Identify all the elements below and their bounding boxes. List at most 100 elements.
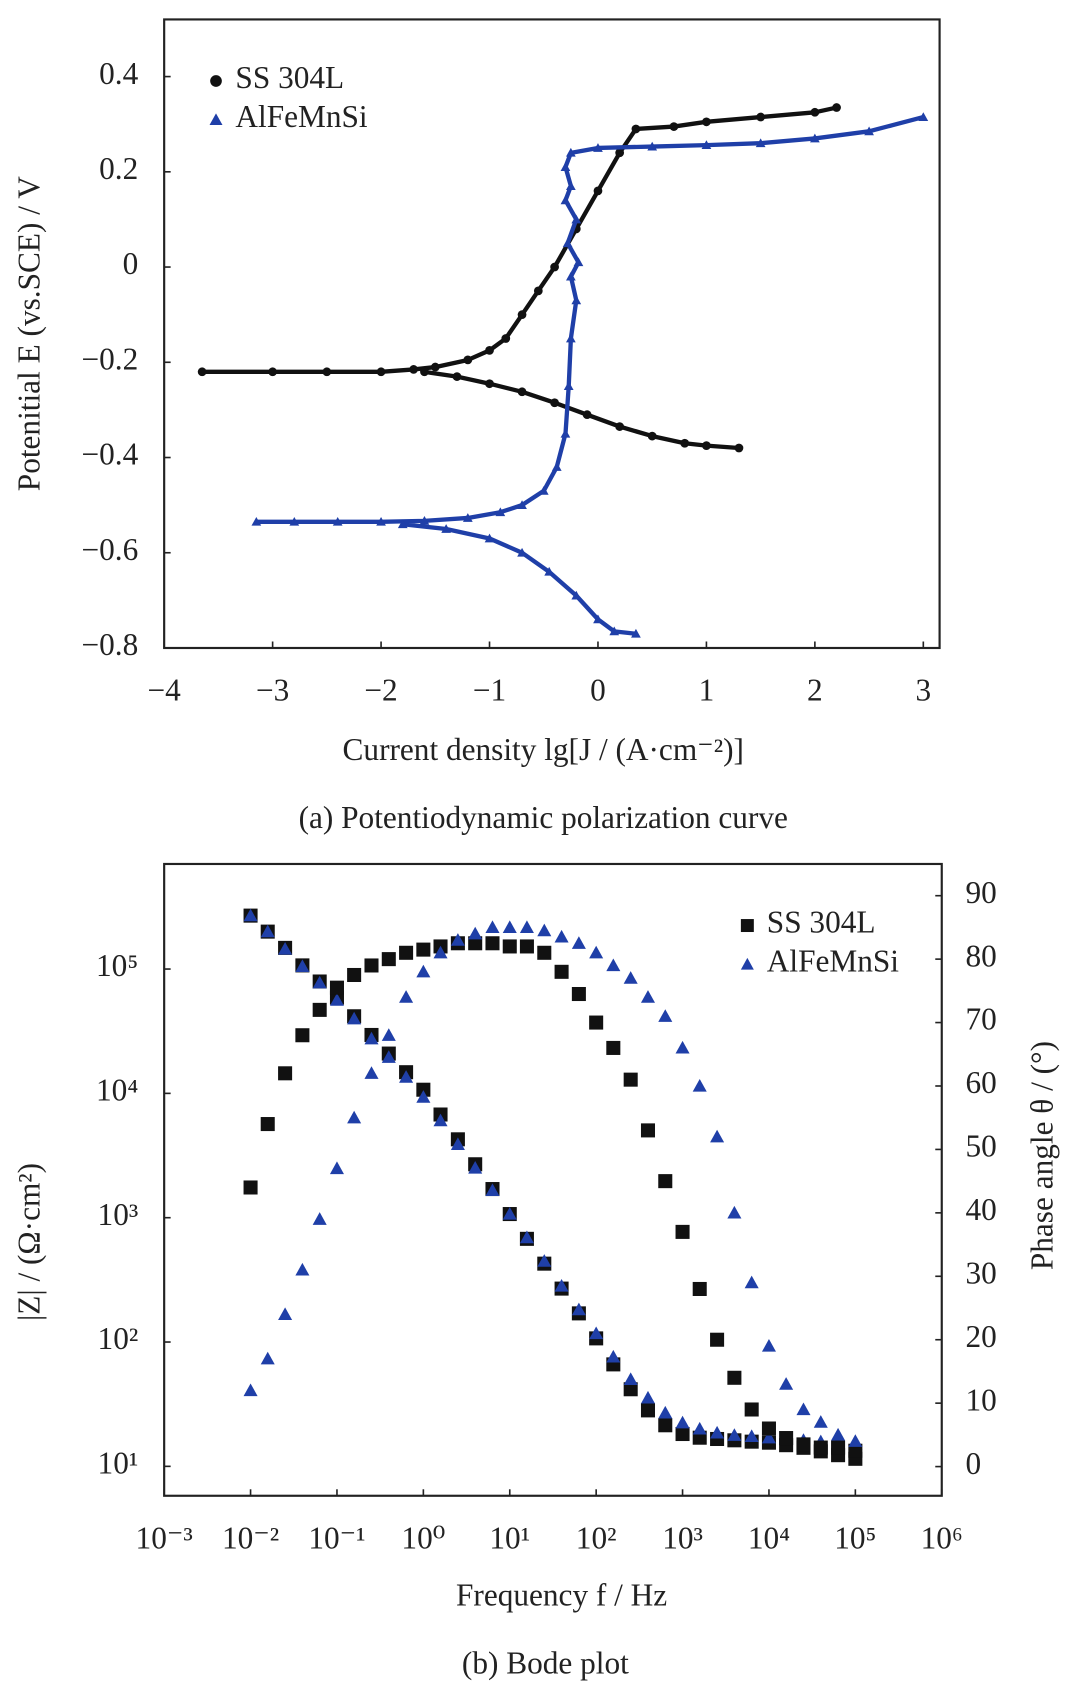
data-point <box>364 958 379 973</box>
x-tick-label: 10⁵ <box>834 1520 876 1555</box>
x-tick-label: −1 <box>473 673 506 708</box>
data-point <box>571 214 582 224</box>
data-point <box>450 933 465 946</box>
data-point <box>332 516 343 526</box>
y-axis-label: Potenitial E (vs.SCE) / V <box>12 176 47 491</box>
data-point <box>831 1440 846 1455</box>
data-point <box>468 936 483 951</box>
data-point <box>582 410 592 420</box>
data-point <box>416 1082 431 1097</box>
data-point <box>623 971 638 984</box>
legend-label: SS 304L <box>235 60 344 95</box>
data-point <box>658 1418 673 1433</box>
data-point <box>658 1405 673 1419</box>
y-tick-label: −0.4 <box>81 437 138 472</box>
data-point <box>563 381 574 390</box>
data-point <box>364 1031 379 1045</box>
data-point <box>647 431 657 441</box>
data-point <box>364 1066 379 1079</box>
data-point <box>347 967 362 983</box>
y2-axis-label: Phase angle θ / (°) <box>1025 1041 1060 1270</box>
data-point <box>554 929 569 943</box>
data-point <box>533 286 543 296</box>
x-tick-label: 1 <box>699 673 715 708</box>
data-point <box>562 238 573 248</box>
data-point <box>744 1429 759 1443</box>
data-point <box>675 1415 690 1429</box>
data-point <box>702 441 711 450</box>
data-point <box>502 939 517 954</box>
data-point <box>727 1428 742 1441</box>
data-point <box>501 334 511 343</box>
data-point <box>571 936 586 949</box>
x-tick-label: 10⁻³ <box>136 1520 193 1555</box>
data-point <box>606 958 621 972</box>
data-point <box>397 519 408 529</box>
data-point <box>779 1377 794 1390</box>
data-point <box>502 920 517 934</box>
data-point <box>832 103 841 112</box>
x-tick-label: 10¹ <box>489 1520 530 1555</box>
y2-tick-label: 10 <box>966 1382 997 1417</box>
data-point <box>517 547 527 557</box>
data-point <box>278 941 293 955</box>
data-point <box>329 1161 344 1175</box>
data-point <box>251 516 262 526</box>
legend-label: AlFeMnSi <box>767 944 899 979</box>
data-point <box>468 1160 483 1174</box>
data-point <box>810 133 820 143</box>
data-point <box>640 990 656 1003</box>
data-point <box>589 945 604 959</box>
data-point <box>606 1349 621 1363</box>
data-point <box>260 924 275 938</box>
data-point <box>295 1028 310 1043</box>
x-axis-label: Frequency f / Hz <box>456 1578 667 1613</box>
data-point <box>430 362 440 372</box>
data-point <box>647 141 658 151</box>
data-point <box>631 628 641 638</box>
y-tick-label: −0.2 <box>81 341 138 376</box>
data-point <box>517 500 527 510</box>
data-point <box>381 1028 396 1041</box>
data-point <box>727 1370 742 1385</box>
y-tick-label: −0.8 <box>81 627 138 662</box>
data-point <box>433 945 448 959</box>
data-point <box>416 942 431 957</box>
data-point <box>295 1262 310 1276</box>
data-point <box>519 920 534 934</box>
data-point <box>779 1431 794 1446</box>
data-point <box>537 923 552 937</box>
data-point <box>680 438 690 448</box>
data-point <box>623 1072 638 1087</box>
data-point <box>376 516 386 526</box>
data-point <box>565 147 576 157</box>
y2-tick-label: 50 <box>966 1129 997 1164</box>
y2-tick-label: 90 <box>966 875 997 910</box>
data-point <box>485 379 494 389</box>
y-tick-label: 10² <box>98 1321 139 1356</box>
data-point <box>796 1437 811 1452</box>
data-point <box>554 1279 569 1292</box>
data-point <box>554 964 569 979</box>
data-point <box>658 1174 673 1189</box>
data-point <box>462 513 473 522</box>
data-point <box>606 1040 621 1055</box>
data-point <box>517 310 527 320</box>
data-point <box>831 1427 846 1441</box>
data-point <box>848 1443 863 1458</box>
data-point <box>399 945 414 960</box>
data-point <box>692 1281 707 1296</box>
data-point <box>631 124 641 134</box>
caption: (a) Potentiodynamic polarization curve <box>299 800 788 835</box>
data-point <box>463 355 473 365</box>
data-point <box>519 939 534 954</box>
data-point <box>433 1113 448 1127</box>
x-tick-label: 10⁻² <box>222 1520 279 1555</box>
data-point <box>260 1351 275 1365</box>
x-axis-label: Current density lg[J / (A·cm⁻²)] <box>343 732 744 767</box>
legend-label: SS 304L <box>767 905 876 940</box>
data-point <box>376 367 386 377</box>
data-point <box>312 1002 327 1017</box>
data-point <box>560 428 571 438</box>
data-point <box>810 107 820 117</box>
